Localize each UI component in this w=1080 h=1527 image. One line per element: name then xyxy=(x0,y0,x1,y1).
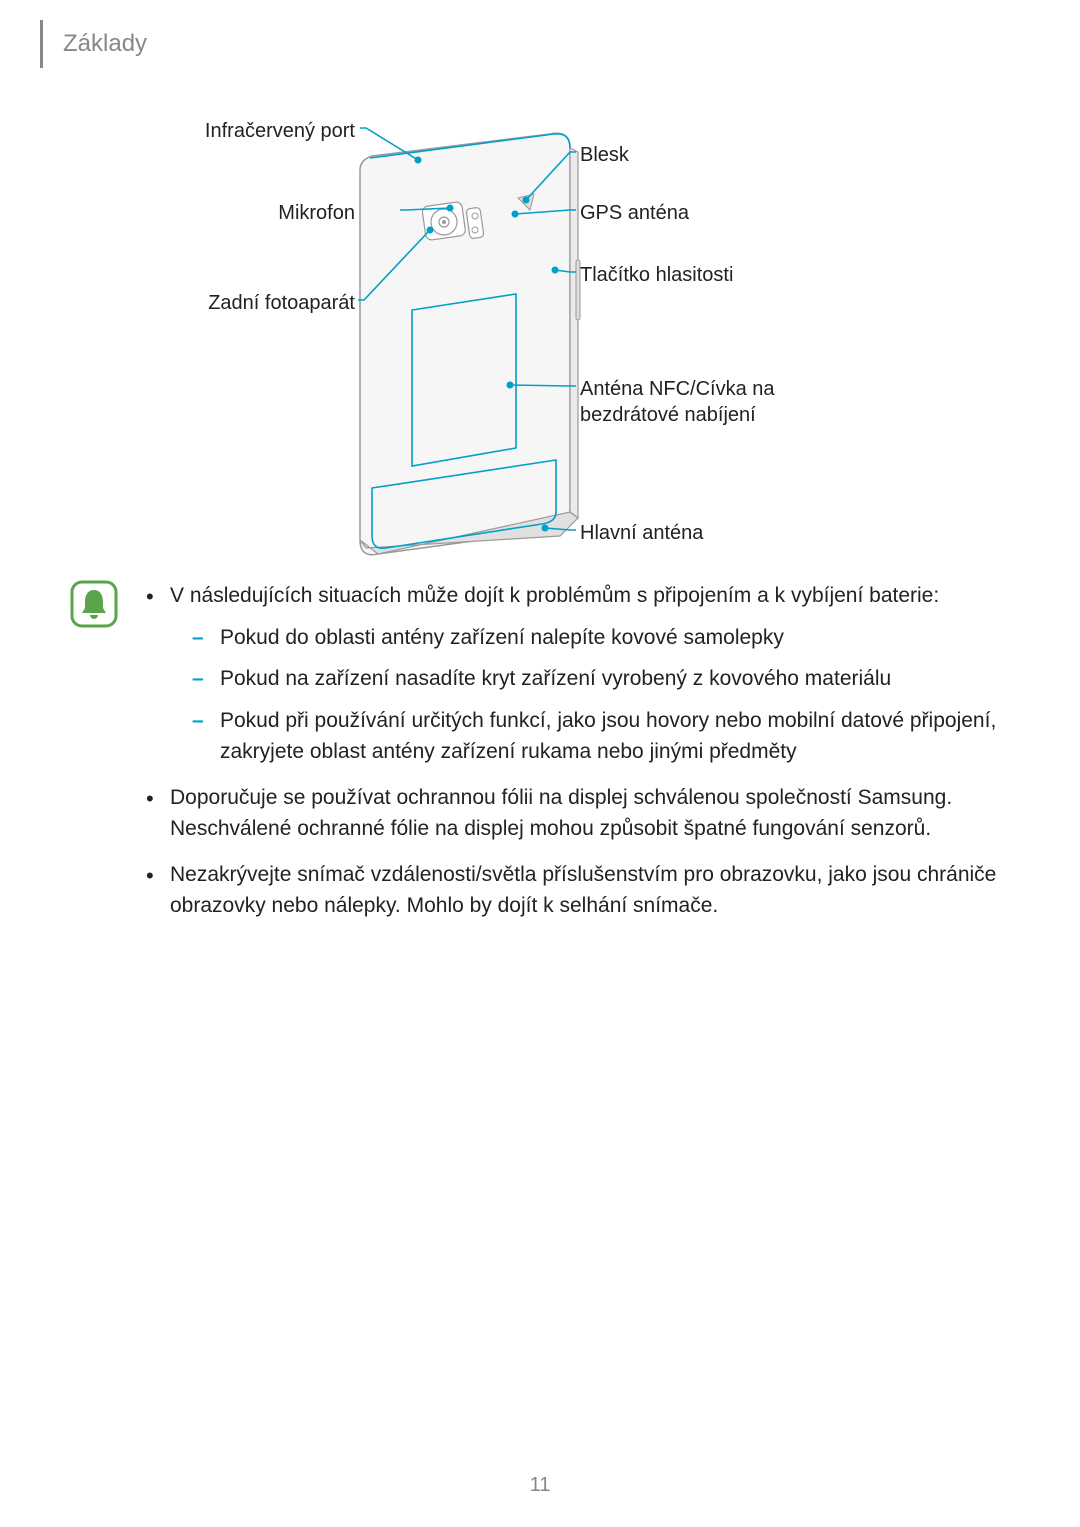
section-title: Základy xyxy=(63,30,147,57)
diagram-svg xyxy=(150,100,930,570)
device-diagram: Infračervený port Mikrofon Zadní fotoapará… xyxy=(150,100,930,570)
label-rear-cam: Zadní fotoaparát xyxy=(150,290,355,316)
note-item: Nezakrývejte snímač vzdálenosti/světla p… xyxy=(160,859,1020,922)
bell-icon xyxy=(70,580,118,628)
label-main-ant: Hlavní anténa xyxy=(580,520,840,546)
note-subitem: Pokud na zařízení nasadíte kryt zařízení… xyxy=(210,663,1020,695)
page-number: 11 xyxy=(0,1474,1080,1497)
note-subitem: Pokud do oblasti antény zařízení nalepít… xyxy=(210,622,1020,654)
label-nfc: Anténa NFC/Cívka na bezdrátové nabíjení xyxy=(580,376,840,428)
notes-list: V následujících situacích může dojít k p… xyxy=(130,580,1020,922)
label-flash: Blesk xyxy=(580,142,840,168)
notes-body: V následujících situacích může dojít k p… xyxy=(130,580,1020,922)
label-vol: Tlačítko hlasitosti xyxy=(580,262,840,288)
note-subitem: Pokud při používání určitých funkcí, jak… xyxy=(210,705,1020,768)
label-gps: GPS anténa xyxy=(580,200,840,226)
note-item: V následujících situacích může dojít k p… xyxy=(160,580,1020,768)
label-mic: Mikrofon xyxy=(150,200,355,226)
note-sublist: Pokud do oblasti antény zařízení nalepít… xyxy=(170,622,1020,768)
note-item: Doporučuje se používat ochrannou fólii n… xyxy=(160,782,1020,845)
label-ir-port: Infračervený port xyxy=(150,118,355,144)
section-header: Základy xyxy=(40,20,167,68)
notes-block: V následujících situacích může dojít k p… xyxy=(70,580,1020,943)
